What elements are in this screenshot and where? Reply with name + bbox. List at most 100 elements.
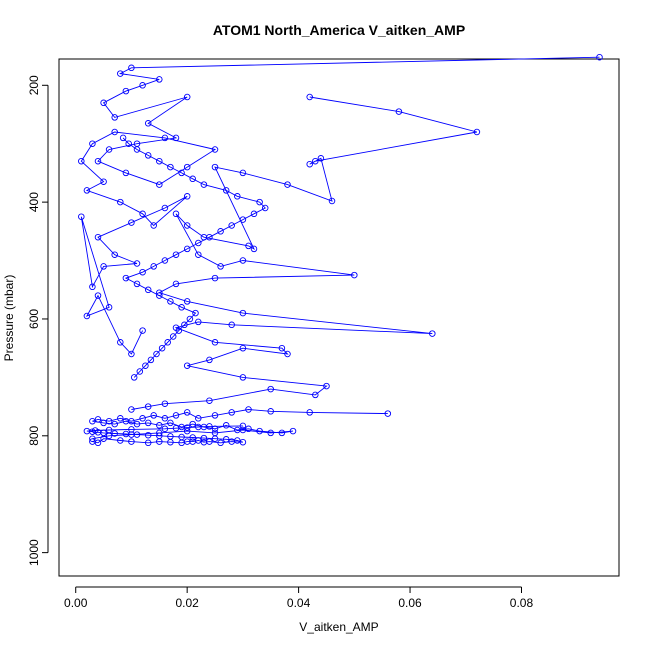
data-point [192,309,199,317]
data-point [239,344,247,352]
data-point [195,239,202,247]
data-point [267,429,274,437]
data-point [139,327,146,334]
data-point [136,368,144,375]
data-point [222,436,230,443]
data-point [267,408,274,415]
data-point [111,128,118,136]
data-point [256,427,263,435]
data-point [156,76,163,83]
data-point [183,245,191,253]
data-point [239,422,247,430]
data-point [117,198,124,206]
data-point [161,425,169,433]
data-point [105,304,113,311]
data-point [133,431,141,438]
data-point [167,298,174,305]
data-series [128,93,481,413]
data-point [128,64,135,72]
data-point [217,228,224,235]
data-point [89,140,96,147]
data-point [206,438,213,445]
data-point [222,422,230,429]
data-point [306,93,313,101]
data-point [133,280,141,288]
data-point [183,427,191,435]
data-point [175,327,183,334]
data-point [133,260,141,267]
data-point [128,406,135,413]
data-point [122,430,130,438]
data-point [289,427,297,435]
data-point [183,193,191,200]
data-point [161,134,169,142]
data-point [139,415,146,422]
series-line [131,96,478,410]
data-point [206,423,213,430]
data-point [312,157,319,165]
x-tick-label: 0.04 [287,596,311,610]
y-tick-label: 400 [27,192,41,212]
data-point [83,312,91,320]
data-point [206,397,213,404]
data-point [144,419,152,427]
data-series [83,422,247,447]
data-point [178,304,185,311]
data-point [195,437,202,444]
x-tick-label: 0.08 [510,596,534,610]
data-point [328,197,336,205]
data-point [278,429,286,437]
data-series [119,134,269,381]
data-point [178,433,185,441]
x-tick-label: 0.06 [398,596,422,610]
y-tick-label: 1000 [27,539,41,566]
data-point [317,155,325,162]
y-axis-label: Pressure (mbar) [2,275,16,362]
data-point [429,330,436,337]
data-point [250,245,258,253]
data-point [183,298,191,305]
data-point [211,435,219,442]
data-point [78,157,85,165]
data-point [111,114,118,121]
data-point [133,146,141,153]
data-point [117,339,124,346]
data-point [306,409,313,416]
data-point [144,439,152,447]
data-point [228,409,235,416]
data-point [117,415,124,422]
y-tick-label: 200 [27,75,41,95]
data-point [306,160,313,168]
data-point [156,292,163,299]
data-point [245,406,252,413]
data-point [156,432,163,440]
data-point [167,433,174,440]
data-point [217,439,224,447]
data-point [144,403,152,410]
data-point [206,233,213,241]
data-point [139,210,146,218]
data-point [195,318,202,326]
chart-title: ATOM1 North_America V_aitken_AMP [213,22,465,38]
data-point [122,87,130,95]
data-point [128,350,135,358]
data-point [89,417,96,425]
data-point [234,193,241,200]
data-point [183,424,191,431]
data-point [284,181,291,188]
data-point [150,222,157,229]
data-point [183,409,191,416]
data-point [122,274,130,282]
data-point [239,309,247,317]
data-point [239,257,247,264]
data-point [312,391,319,399]
data-point [178,169,185,177]
data-point [94,292,102,299]
data-point [183,163,191,171]
data-point [128,438,135,445]
data-point [239,374,247,381]
data-point [195,251,202,258]
data-point [147,356,155,364]
data-point [164,339,171,346]
x-tick-label: 0.02 [175,596,199,610]
